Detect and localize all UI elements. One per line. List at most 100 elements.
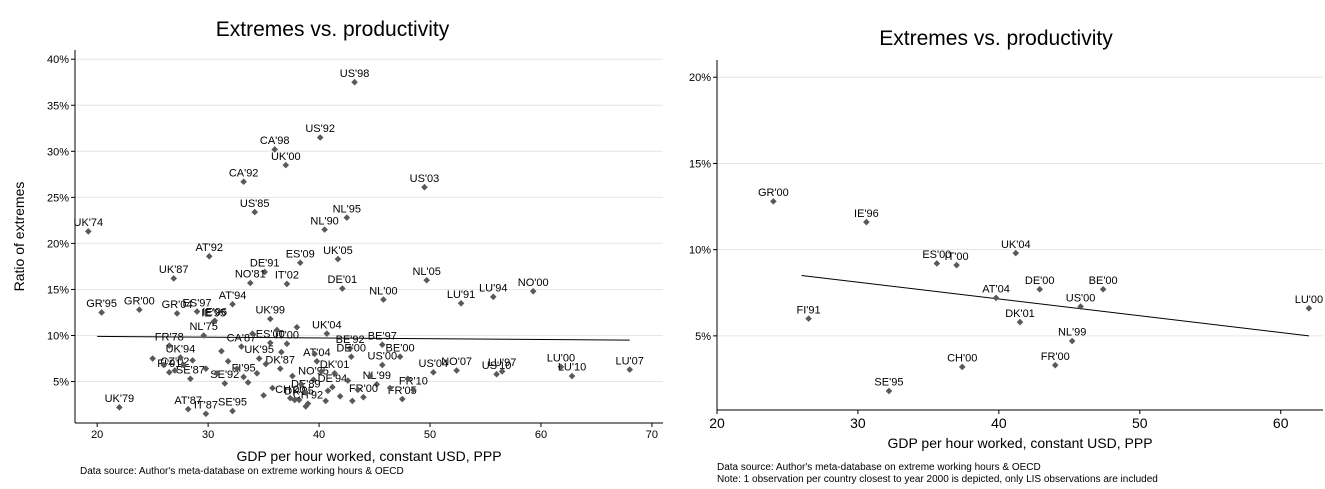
scatter-point — [316, 134, 324, 141]
x-tick-label: 40 — [991, 415, 1007, 431]
y-tick-label: 15% — [47, 284, 69, 296]
scatter-point — [334, 255, 342, 263]
point-label: NL'75 — [189, 321, 217, 333]
scatter-point — [304, 400, 312, 407]
point-label: UK'04 — [312, 319, 342, 331]
x-tick-label: 60 — [1273, 415, 1289, 431]
chart-title-left: Extremes vs. productivity — [215, 18, 450, 41]
scatter-point — [396, 353, 404, 360]
scatter-point — [310, 376, 317, 384]
scatter-point — [321, 226, 328, 233]
plot-area — [717, 60, 1323, 410]
point-label: DK'01 — [1005, 308, 1035, 320]
scatter-point — [958, 363, 966, 371]
y-tick-label: 35% — [47, 100, 69, 112]
scatter-point — [271, 146, 278, 153]
point-label: NO'81 — [235, 269, 266, 281]
scatter-point — [136, 306, 143, 314]
scatter-point — [193, 308, 201, 315]
point-label: DE'01 — [328, 274, 358, 286]
scatter-point — [283, 340, 291, 348]
scatter-point — [430, 369, 437, 376]
scatter-point — [177, 354, 184, 361]
point-label: ES'09 — [286, 248, 315, 260]
point-label: DE'00 — [1025, 275, 1055, 287]
scatter-point — [379, 361, 386, 369]
scatter-point — [373, 381, 381, 388]
scatter-point — [260, 392, 267, 399]
scatter-point — [557, 363, 565, 371]
scatter-point — [171, 367, 179, 374]
scatter-point — [339, 285, 346, 292]
x-tick-label: 20 — [709, 415, 725, 431]
point-label: CA'98 — [260, 135, 290, 147]
point-label: UK'74 — [74, 217, 104, 229]
scatter-point — [344, 377, 352, 384]
scatter-point — [200, 332, 207, 339]
point-label: SE'95 — [218, 397, 247, 409]
y-tick-label: 20% — [47, 238, 69, 250]
point-label: CA'87 — [227, 332, 257, 344]
point-label: CH'92 — [293, 389, 323, 401]
point-label: LU'91 — [447, 289, 475, 301]
x-tick-label: 50 — [424, 429, 436, 441]
scatter-point — [366, 372, 374, 380]
scatter-point — [343, 214, 351, 221]
scatter-point — [336, 392, 344, 400]
scatter-point — [184, 405, 192, 413]
y-tick-label: 25% — [47, 192, 69, 204]
point-label: US'92 — [305, 123, 335, 135]
point-label: IT'00 — [275, 329, 299, 341]
point-label: US'03 — [410, 173, 440, 185]
scatter-point — [379, 341, 386, 349]
scatter-point — [1068, 337, 1076, 345]
scatter-point — [331, 369, 338, 377]
point-label: FR'78 — [155, 331, 184, 343]
scatter-point — [98, 309, 105, 316]
scatter-point — [205, 253, 213, 260]
scatter-point — [347, 353, 355, 360]
y-tick-label: 10% — [47, 331, 69, 343]
point-label: UK'00 — [271, 151, 301, 163]
point-label: IT'87 — [194, 399, 218, 411]
point-label: BE'00 — [386, 342, 415, 354]
fit-line — [801, 275, 1309, 337]
point-label: FR'05 — [388, 385, 417, 397]
scatter-point — [953, 261, 960, 269]
x-tick-label: 20 — [91, 429, 103, 441]
chart-panel-right: Extremes vs. productivity 5% 10% 15% 20% 20 3… — [667, 0, 1325, 489]
scatter-point — [863, 218, 870, 226]
scatter-point — [346, 345, 354, 352]
scatter-point — [529, 287, 537, 295]
scatter-point — [291, 396, 298, 404]
point-label: NO'00 — [518, 277, 549, 289]
scatter-point — [244, 379, 252, 386]
scatter-point — [296, 259, 304, 267]
scatter-point — [262, 360, 270, 368]
scatter-point — [224, 357, 232, 365]
x-tick-label: 60 — [535, 429, 547, 441]
scatter-point — [398, 395, 406, 403]
point-label: AT'94 — [219, 290, 247, 302]
scatter-point — [302, 389, 310, 396]
scatter-point — [885, 387, 893, 395]
y-axis-label: Ratio of extremes — [11, 182, 27, 292]
scatter-point — [180, 361, 188, 369]
scatter-point — [302, 403, 310, 410]
point-label: IT'00 — [945, 251, 969, 263]
scatter-point — [238, 343, 245, 350]
scatter-point — [278, 348, 285, 356]
scatter-point — [116, 404, 123, 411]
point-label: NL'99 — [363, 370, 391, 382]
scatter-point — [404, 375, 412, 383]
point-label: US'10 — [482, 360, 512, 372]
x-tick-label: 40 — [313, 429, 325, 441]
scatter-point — [329, 383, 336, 391]
point-label: LU'00 — [547, 353, 575, 365]
point-label: FI'95 — [232, 363, 256, 375]
scatter-point — [1036, 286, 1044, 293]
scatter-point — [261, 268, 269, 276]
scatter-point — [202, 410, 210, 418]
point-label: LU'07 — [616, 355, 644, 367]
point-label: NL'99 — [1058, 327, 1086, 339]
